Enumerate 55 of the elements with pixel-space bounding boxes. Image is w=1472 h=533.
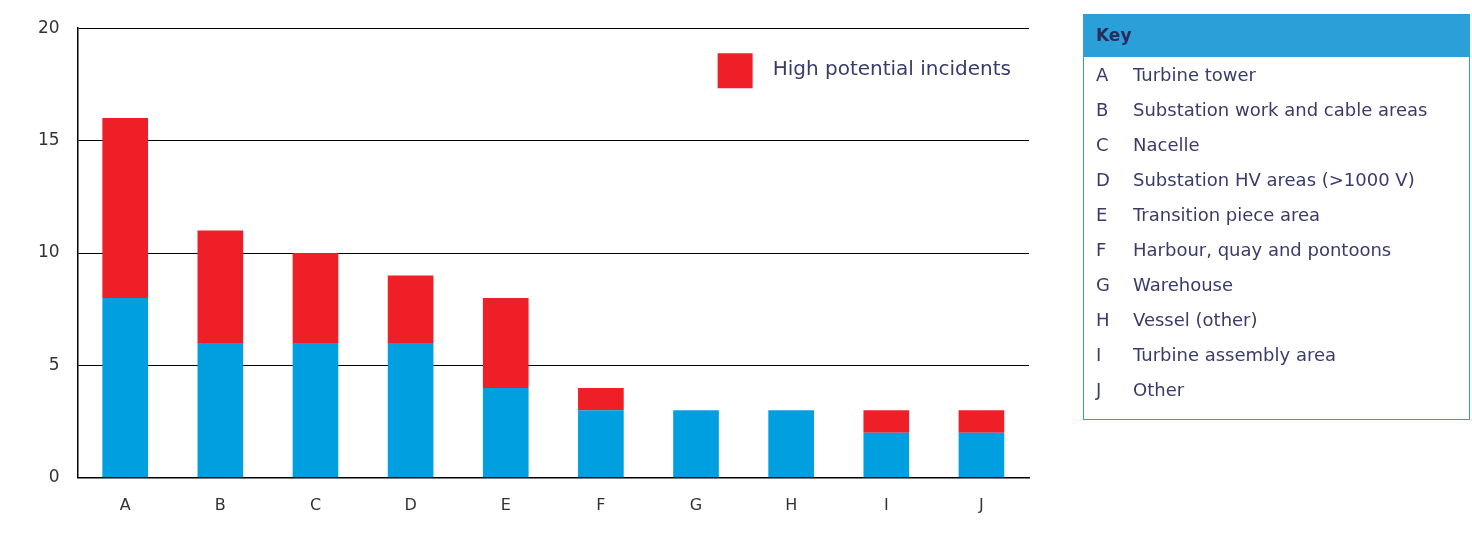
x-tick-label: F [596, 494, 606, 514]
text: G [1096, 274, 1111, 295]
bar [768, 410, 814, 478]
bar [197, 342, 244, 478]
x-tick-label: I [883, 494, 889, 514]
text: Warehouse [1133, 274, 1234, 295]
bar [578, 410, 624, 478]
text: Substation work and cable areas [1133, 99, 1428, 120]
x-tick-label: A [119, 494, 131, 514]
text: I [1096, 344, 1103, 365]
bar [578, 387, 624, 411]
bar [102, 118, 149, 298]
text: H [1096, 309, 1111, 330]
y-tick-label: 0 [48, 466, 60, 487]
bar [673, 410, 719, 478]
bar [958, 410, 1005, 433]
y-tick-label: 15 [37, 129, 60, 150]
bar [197, 230, 244, 343]
y-tick-label: 20 [37, 16, 60, 37]
text: Turbine assembly area [1133, 344, 1337, 365]
x-tick-label: G [689, 494, 703, 514]
bar [482, 297, 529, 388]
bar [863, 410, 910, 433]
text: Nacelle [1133, 134, 1200, 155]
bar [292, 342, 339, 478]
text: Other [1133, 379, 1185, 400]
text: F [1096, 239, 1108, 260]
text: Transition piece area [1133, 204, 1321, 225]
text: Key [1084, 15, 1469, 57]
bar [292, 253, 339, 343]
x-tick-label: H [785, 494, 798, 514]
legend-label: High potential incidents [772, 56, 1012, 81]
text: E [1096, 204, 1109, 225]
bar [387, 275, 434, 343]
x-tick-label: E [500, 494, 511, 514]
y-tick-label: 5 [48, 353, 60, 374]
bar [863, 432, 910, 478]
bar [102, 297, 149, 478]
text: A [1096, 64, 1110, 85]
text: B [1096, 99, 1110, 120]
x-tick-label: C [309, 494, 322, 514]
text: C [1096, 134, 1110, 155]
text: D [1096, 169, 1111, 190]
y-tick-label: 10 [37, 241, 60, 262]
x-tick-label: D [404, 494, 417, 514]
bar [958, 432, 1005, 478]
text: J [1096, 379, 1103, 400]
bar [387, 342, 434, 478]
text: Turbine tower [1133, 64, 1256, 85]
x-tick-label: J [978, 494, 984, 514]
text: Harbour, quay and pontoons [1133, 239, 1392, 260]
x-tick-label: B [214, 494, 226, 514]
text: Substation HV areas (>1000 V) [1133, 169, 1415, 190]
bar [482, 387, 529, 478]
text: Vessel (other) [1133, 309, 1258, 330]
